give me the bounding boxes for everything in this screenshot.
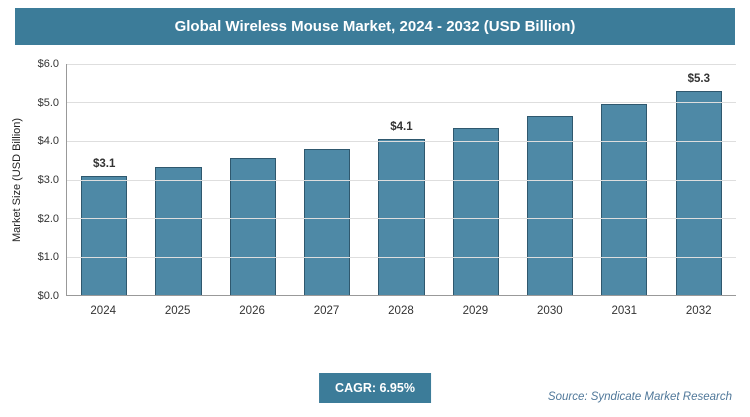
x-tick-label-2032: 2032: [685, 305, 712, 317]
bar-value-label: $3.1: [92, 157, 116, 170]
bar-group-2024: $3.1: [67, 64, 141, 295]
bar-group-2032: $5.3: [662, 64, 736, 295]
gridline: [67, 179, 736, 181]
bars-container: $3.1 $4.1 $5.3: [67, 64, 736, 295]
plot-area: $3.1 $4.1 $5.3: [66, 64, 736, 296]
gridline: [67, 102, 736, 104]
x-tick-label-2026: 2026: [239, 305, 265, 317]
bar-2030: [527, 116, 574, 295]
plot-wrap: $3.1 $4.1 $5.3 2024 2025 2026 2027 2028 2029 203…: [66, 64, 736, 317]
x-tick-label-2024: 2024: [90, 305, 116, 317]
x-tick-label-2029: 2029: [462, 305, 489, 317]
y-tick-label: $5.0: [37, 96, 59, 109]
gridline: [67, 217, 736, 219]
x-tick-label-2028: 2028: [388, 305, 414, 317]
gridline: [67, 140, 736, 142]
gridline: [67, 256, 736, 258]
cagr-badge: CAGR: 6.95%: [319, 373, 431, 403]
bar-2027: [304, 149, 351, 295]
chart-title-bar: Global Wireless Mouse Market, 2024 - 203…: [15, 8, 735, 45]
bar-group-2025: [141, 64, 215, 295]
bar-2032: [675, 90, 722, 295]
bar-value-label: $4.1: [390, 120, 413, 133]
x-tick-label-2025: 2025: [164, 305, 191, 317]
gridline: [67, 64, 736, 65]
chart: Market Size (USD Billion) $0.0 $1.0 $2.0 $3…: [8, 58, 736, 317]
y-tick-label: $2.0: [37, 212, 59, 225]
bar-group-2027: [290, 64, 364, 295]
y-axis-label: Market Size (USD Billion): [11, 117, 23, 243]
y-tick-label: $1.0: [37, 251, 59, 264]
bar-value-label: $5.3: [687, 72, 710, 85]
source-text: Source: Syndicate Market Research: [547, 391, 732, 403]
y-tick-label: $4.0: [37, 135, 59, 148]
x-tick-label-2027: 2027: [313, 305, 340, 317]
y-tick-label: $6.0: [37, 58, 59, 70]
x-tick-label-2030: 2030: [537, 305, 563, 317]
bar-2029: [452, 127, 499, 295]
y-tick-label: $3.0: [37, 174, 59, 186]
x-axis-labels: 2024 2025 2026 2027 2028 2029 2030 2031 2032: [66, 305, 736, 317]
bar-group-2030: [513, 64, 587, 295]
bar-2024: [81, 175, 128, 295]
bar-2026: [229, 158, 276, 295]
bar-group-2029: [439, 64, 513, 295]
bar-group-2028: $4.1: [364, 64, 438, 295]
y-tick-label: $0.0: [37, 290, 59, 302]
bar-group-2031: [587, 64, 661, 295]
bar-2028: [378, 138, 425, 295]
bar-2031: [601, 104, 648, 295]
bar-group-2026: [216, 64, 290, 295]
x-tick-label-2031: 2031: [611, 305, 638, 317]
y-axis-ticks: $0.0 $1.0 $2.0 $3.0 $4.0 $5.0 $6.0: [26, 58, 66, 302]
bar-2025: [155, 167, 202, 295]
chart-footer: CAGR: 6.95% Source: Syndicate Market Res…: [0, 373, 750, 405]
